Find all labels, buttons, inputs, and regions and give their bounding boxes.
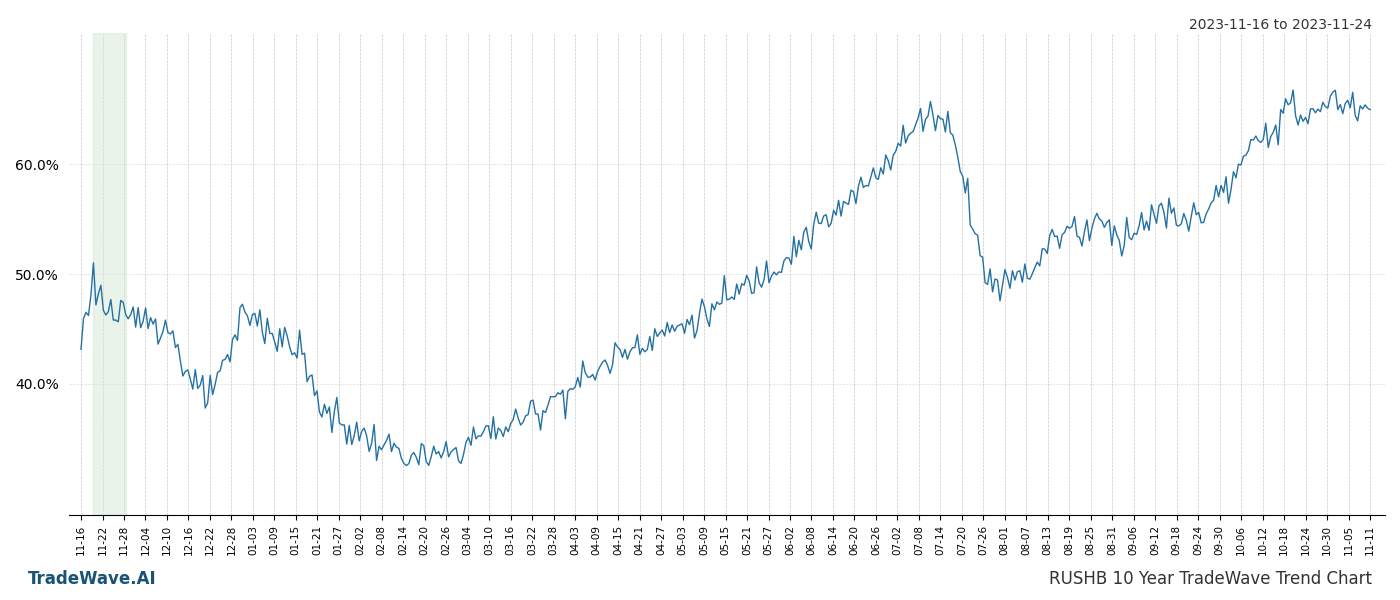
Text: 2023-11-16 to 2023-11-24: 2023-11-16 to 2023-11-24: [1189, 18, 1372, 32]
Text: TradeWave.AI: TradeWave.AI: [28, 570, 157, 588]
Text: RUSHB 10 Year TradeWave Trend Chart: RUSHB 10 Year TradeWave Trend Chart: [1049, 570, 1372, 588]
Bar: [94, 33, 126, 515]
